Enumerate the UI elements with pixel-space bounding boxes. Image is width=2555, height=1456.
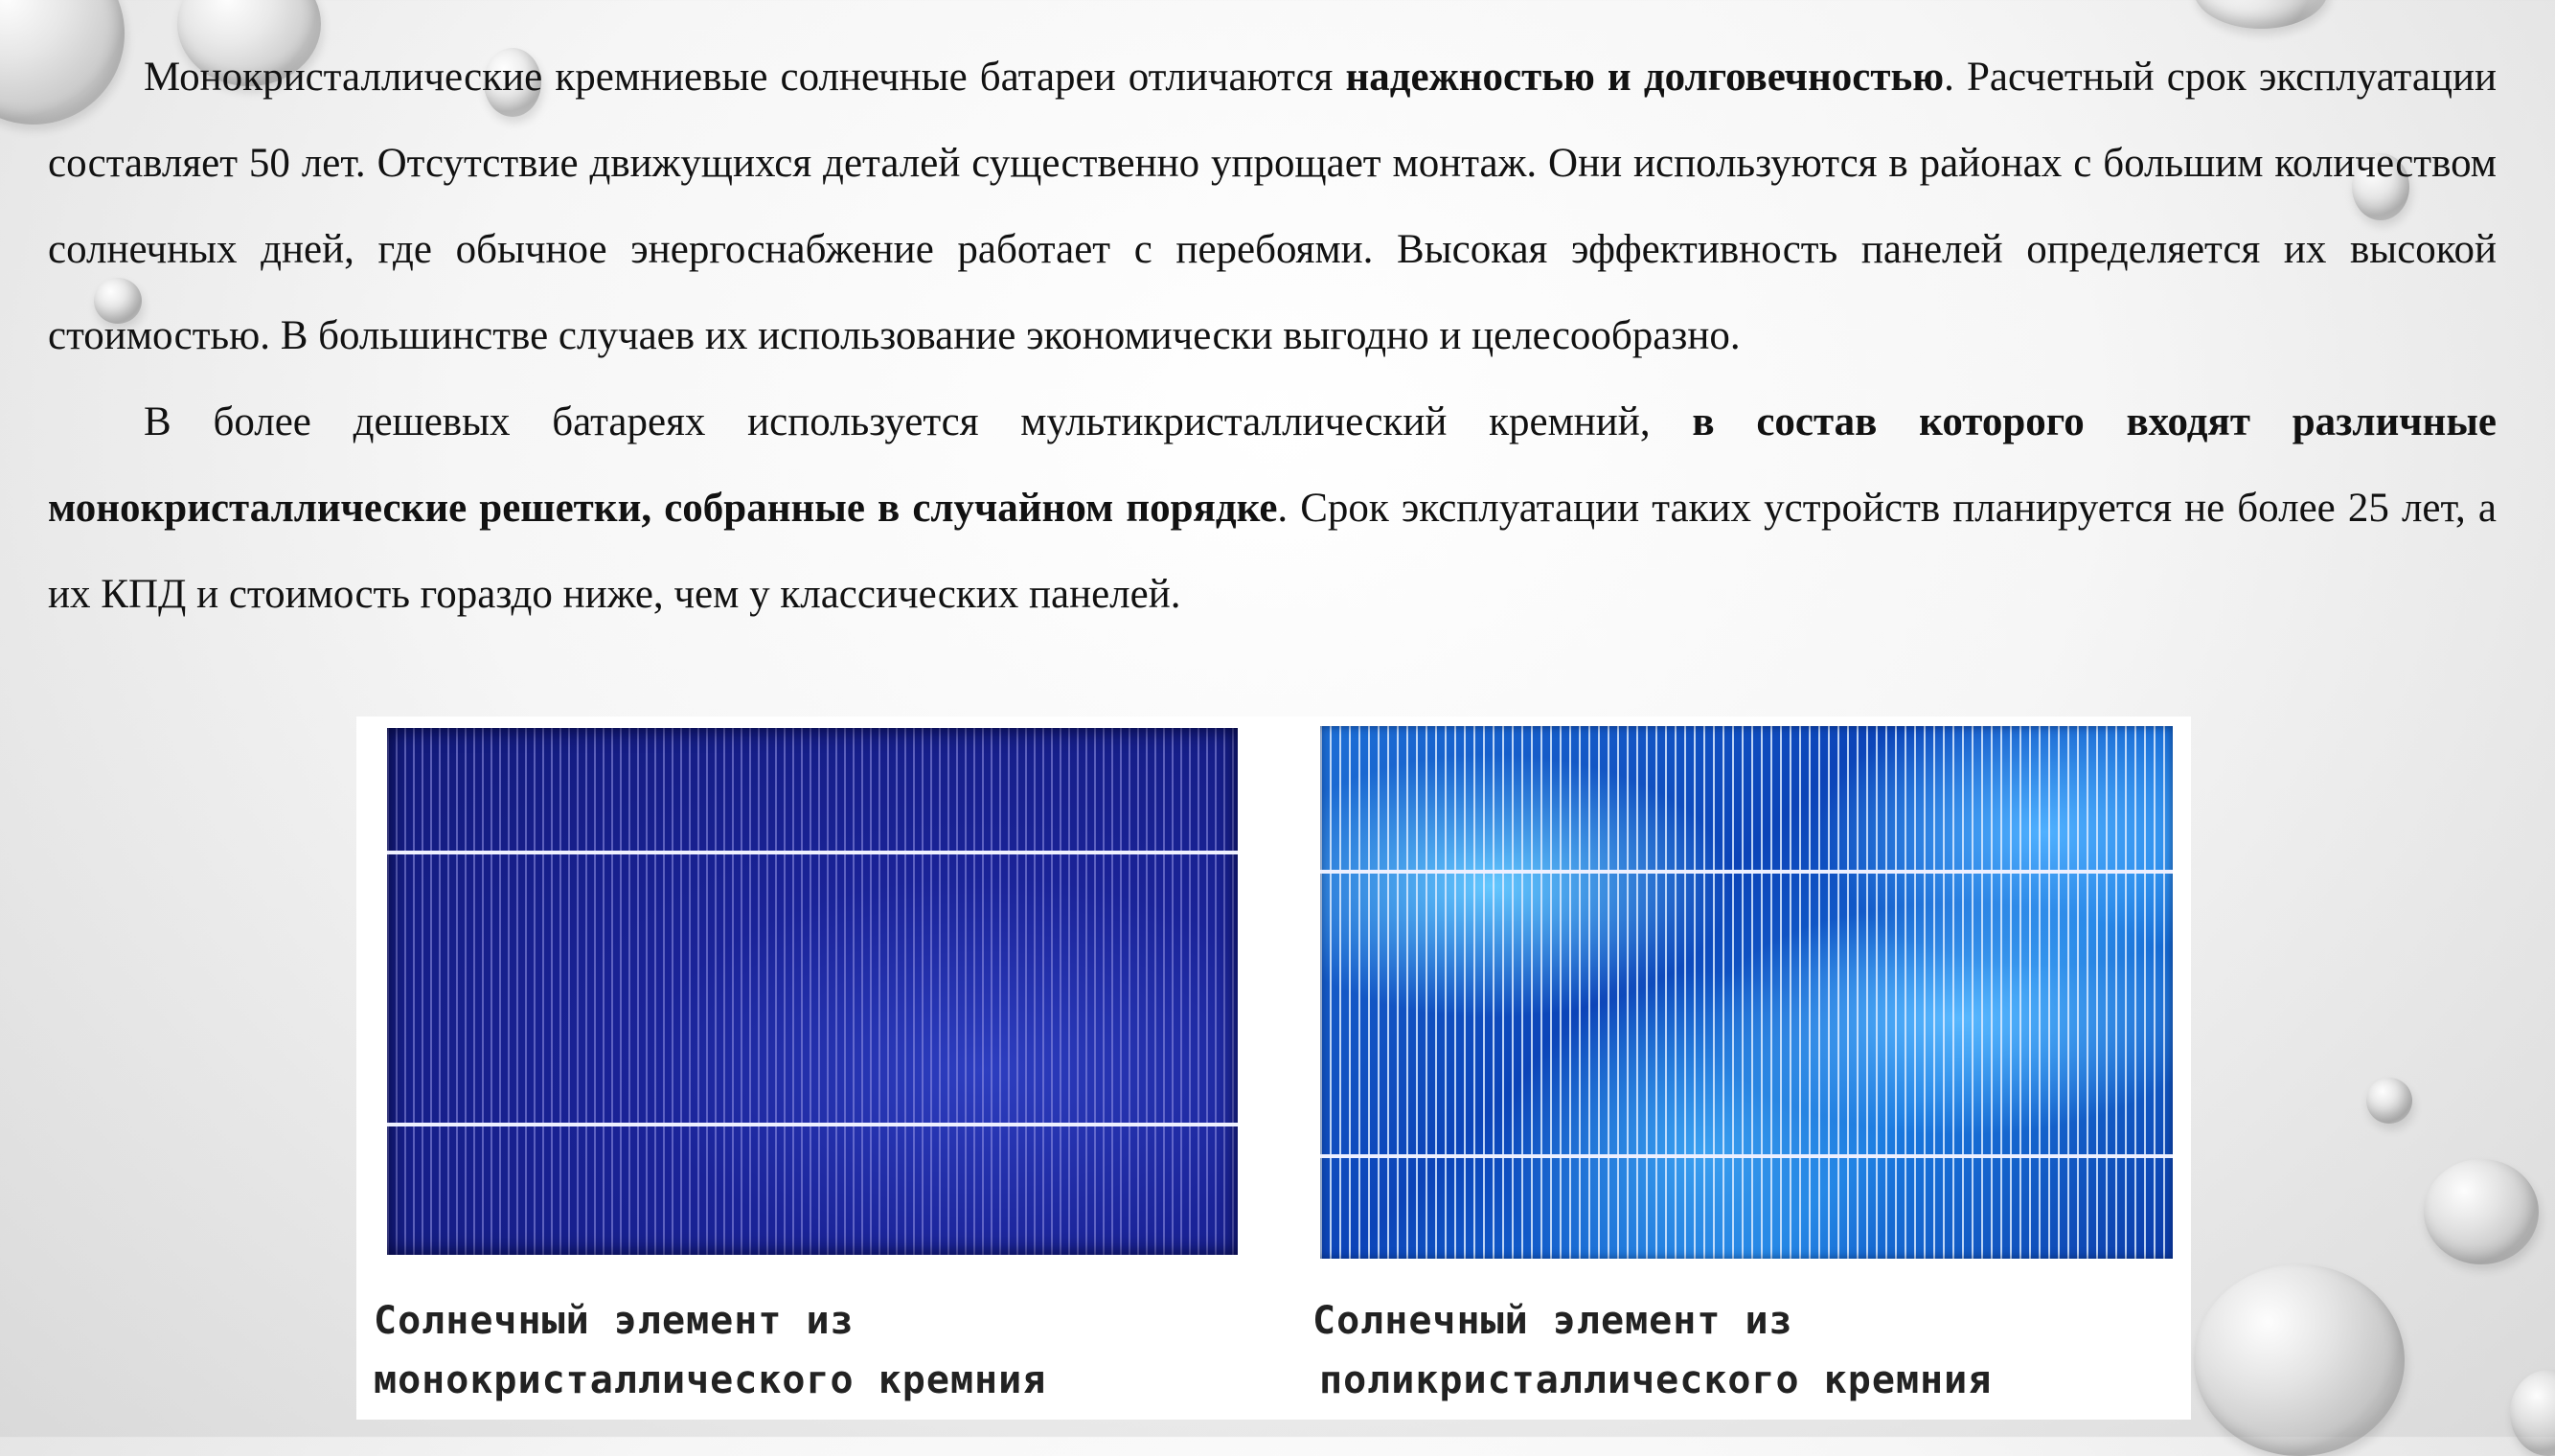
busbar-line [387, 1123, 1238, 1126]
main-text: Монокристаллические кремниевые солнечные… [48, 34, 2497, 638]
water-drop-decoration [94, 278, 142, 324]
busbar-line [1320, 870, 2173, 874]
busbar-line [1320, 1154, 2173, 1158]
paragraph-poly-text-1: В более дешевых батареях используется му… [144, 399, 1693, 444]
water-drop-decoration [2366, 1078, 2412, 1124]
water-drop-decoration [2424, 1159, 2539, 1264]
paragraph-poly: В более дешевых батареях используется му… [48, 379, 2497, 638]
water-drop-decoration [2352, 153, 2409, 220]
monocrystalline-cell-image [387, 728, 1238, 1255]
mono-caption-line1: Солнечный элемент из [374, 1299, 855, 1343]
polycrystalline-cell-image [1320, 726, 2173, 1259]
solar-cells-figure: Солнечный элемент из монокристаллическог… [356, 717, 2191, 1420]
paragraph-mono-bold: надежностью и долговечностью [1345, 55, 1945, 100]
water-drop-decoration [2194, 1264, 2405, 1456]
water-drop-decoration [484, 48, 541, 117]
paragraph-mono: Монокристаллические кремниевые солнечные… [48, 34, 2497, 379]
paragraph-poly-bold: в состав которого входят различные монок… [48, 399, 2497, 531]
paragraph-poly-text-2: . Срок эксплуатации таких устройств план… [48, 486, 2497, 617]
mono-caption-line2: монокристаллического кремния [374, 1358, 1047, 1402]
busbar-line [387, 851, 1238, 854]
poly-caption-line1: Солнечный элемент из [1312, 1299, 1793, 1343]
poly-caption-line2: поликристаллического кремния [1319, 1358, 1993, 1402]
water-drop-decoration [2194, 0, 2328, 29]
water-drop-decoration [2510, 1370, 2555, 1456]
paragraph-mono-text-1: Монокристаллические кремниевые солнечные… [144, 55, 1346, 100]
paragraph-mono-text-2: . Расчетный срок эксплуатации составляет… [48, 55, 2497, 358]
